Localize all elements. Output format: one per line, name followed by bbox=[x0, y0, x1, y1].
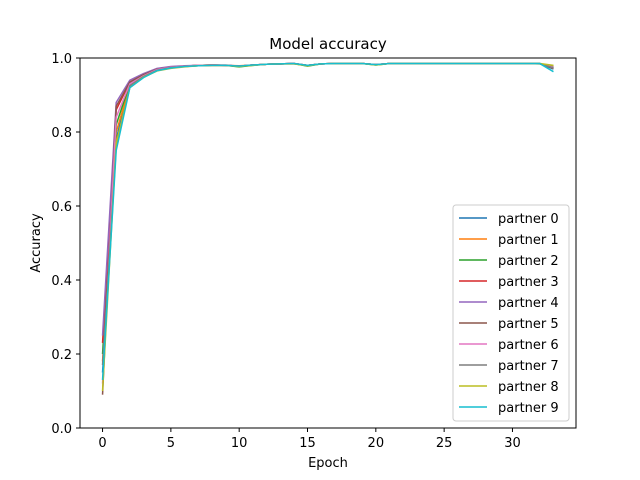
y-tick-label: 1.0 bbox=[51, 52, 72, 67]
legend-label-partner-7: partner 7 bbox=[498, 359, 559, 374]
series-lines bbox=[101, 62, 554, 395]
x-tick-label: 30 bbox=[504, 436, 521, 451]
y-tick-label: 0.0 bbox=[51, 422, 72, 437]
legend-label-partner-3: partner 3 bbox=[498, 275, 559, 290]
legend-box bbox=[452, 204, 570, 422]
x-tick-label: 25 bbox=[436, 436, 453, 451]
y-axis-ticks: 0.0 0.2 0.4 0.6 0.8 1.0 bbox=[51, 52, 80, 437]
legend-label-partner-5: partner 5 bbox=[498, 317, 559, 332]
series-line-partner-9 bbox=[101, 62, 554, 380]
x-tick-label: 5 bbox=[167, 436, 175, 451]
x-axis-ticks: 0 5 10 15 20 25 30 bbox=[98, 428, 521, 451]
chart-title: Model accuracy bbox=[269, 35, 387, 53]
x-tick-label: 10 bbox=[231, 436, 248, 451]
x-tick-label: 15 bbox=[299, 436, 316, 451]
y-tick-label: 0.8 bbox=[51, 126, 72, 141]
legend-label-partner-2: partner 2 bbox=[498, 254, 559, 269]
y-tick-label: 0.2 bbox=[51, 348, 72, 363]
x-tick-label: 0 bbox=[98, 436, 106, 451]
legend-label-partner-9: partner 9 bbox=[498, 401, 559, 416]
legend-label-partner-0: partner 0 bbox=[498, 212, 559, 227]
legend-label-partner-4: partner 4 bbox=[498, 296, 559, 311]
legend: partner 0 partner 1 partner 2 partner 3 part… bbox=[452, 204, 570, 422]
plot-frame bbox=[79, 57, 577, 429]
legend-label-partner-1: partner 1 bbox=[498, 233, 559, 248]
legend-label-partner-6: partner 6 bbox=[498, 338, 559, 353]
y-tick-label: 0.4 bbox=[51, 274, 72, 289]
legend-label-partner-8: partner 8 bbox=[498, 380, 559, 395]
x-axis-title: Epoch bbox=[308, 456, 348, 471]
y-axis-title: Accuracy bbox=[29, 213, 44, 273]
x-tick-label: 20 bbox=[368, 436, 385, 451]
y-tick-label: 0.6 bbox=[51, 200, 72, 215]
